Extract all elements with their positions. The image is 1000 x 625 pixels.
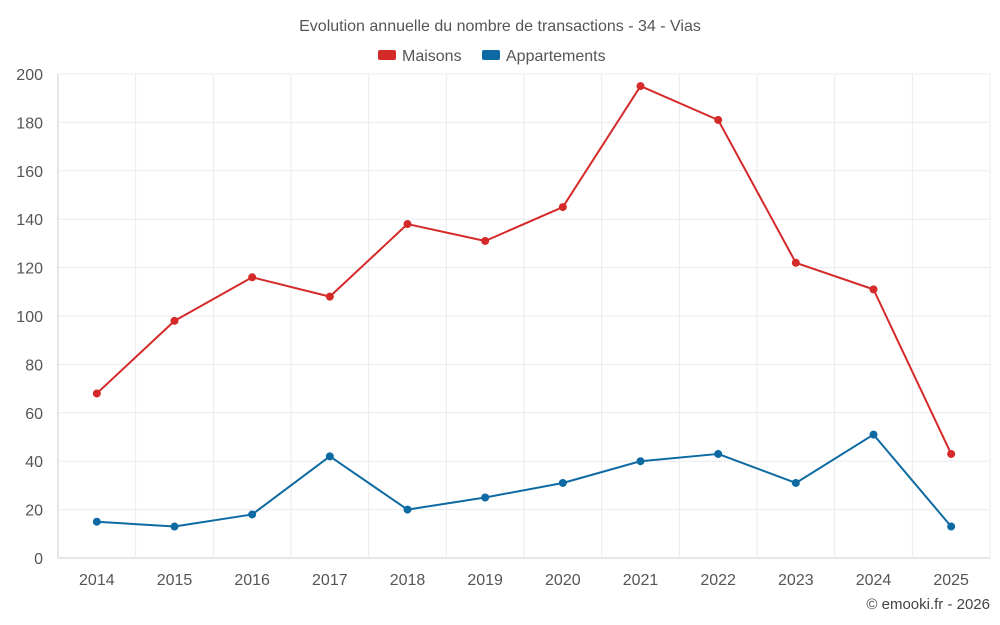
data-point-maisons[interactable] (714, 115, 723, 124)
data-point-maisons[interactable] (92, 389, 101, 398)
x-tick-label: 2016 (234, 572, 270, 589)
x-tick-label: 2017 (312, 572, 348, 589)
data-point-appartements[interactable] (170, 522, 179, 531)
legend-swatch-appartements (482, 50, 500, 60)
x-tick-label: 2021 (623, 572, 659, 589)
x-axis-ticks: 2014 2015 2016 2017 2018 2019 2020 2021 2022 2023… (79, 572, 969, 589)
series-line-maisons (96, 85, 953, 455)
data-point-maisons[interactable] (481, 236, 490, 245)
data-point-maisons[interactable] (869, 285, 878, 294)
x-tick-label: 2022 (700, 572, 736, 589)
data-point-maisons[interactable] (170, 316, 179, 325)
data-point-maisons[interactable] (325, 292, 334, 301)
data-point-maisons[interactable] (791, 258, 800, 267)
data-point-maisons[interactable] (636, 82, 645, 91)
data-point-appartements[interactable] (481, 493, 490, 502)
legend-swatch-maisons (378, 50, 396, 60)
y-tick-label: 200 (16, 67, 43, 84)
series-layer (92, 82, 956, 531)
y-tick-label: 160 (16, 164, 43, 181)
y-tick-label: 60 (25, 406, 43, 423)
y-tick-label: 140 (16, 212, 43, 229)
x-tick-label: 2015 (157, 572, 193, 589)
x-tick-label: 2025 (933, 572, 969, 589)
x-tick-label: 2018 (390, 572, 426, 589)
data-point-appartements[interactable] (403, 505, 412, 514)
y-tick-label: 180 (16, 115, 43, 132)
data-point-appartements[interactable] (714, 449, 723, 458)
y-tick-label: 80 (25, 357, 43, 374)
x-tick-label: 2019 (467, 572, 503, 589)
data-point-maisons[interactable] (403, 220, 412, 229)
data-point-appartements[interactable] (869, 430, 878, 439)
series-line-appartements (96, 433, 952, 528)
x-tick-label: 2014 (79, 572, 115, 589)
legend-label-appartements: Appartements (506, 48, 606, 65)
y-tick-label: 40 (25, 454, 43, 471)
y-tick-label: 100 (16, 309, 43, 326)
legend: Maisons Appartements (378, 48, 606, 65)
grid (57, 73, 991, 559)
y-tick-label: 0 (34, 551, 43, 568)
x-tick-label: 2023 (778, 572, 814, 589)
data-point-maisons[interactable] (248, 273, 257, 282)
data-point-appartements[interactable] (558, 478, 567, 487)
y-axis-ticks: 0 20 40 60 80 100 120 140 160 180 200 (16, 67, 43, 568)
credit-text: © emooki.fr - 2026 (866, 596, 990, 613)
data-point-appartements[interactable] (325, 452, 334, 461)
y-tick-label: 120 (16, 261, 43, 278)
x-tick-label: 2020 (545, 572, 581, 589)
data-point-appartements[interactable] (636, 457, 645, 466)
legend-item-maisons[interactable]: Maisons (378, 48, 462, 65)
data-point-appartements[interactable] (248, 510, 257, 519)
legend-item-appartements[interactable]: Appartements (482, 48, 606, 65)
chart-title: Evolution annuelle du nombre de transact… (299, 18, 701, 35)
legend-label-maisons: Maisons (402, 48, 462, 65)
data-point-maisons[interactable] (947, 449, 956, 458)
data-point-appartements[interactable] (92, 517, 101, 526)
data-point-maisons[interactable] (558, 203, 567, 212)
data-point-appartements[interactable] (947, 522, 956, 531)
y-tick-label: 20 (25, 503, 43, 520)
data-point-appartements[interactable] (791, 478, 800, 487)
x-tick-label: 2024 (856, 572, 892, 589)
